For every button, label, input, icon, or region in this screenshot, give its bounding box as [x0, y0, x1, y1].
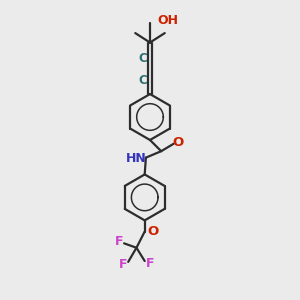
Text: C: C [139, 52, 148, 65]
Text: C: C [139, 74, 148, 87]
Text: OH: OH [158, 14, 178, 27]
Text: O: O [172, 136, 184, 149]
Text: O: O [147, 225, 159, 238]
Text: HN: HN [126, 152, 147, 165]
Text: F: F [119, 258, 127, 271]
Text: F: F [115, 236, 123, 248]
Text: F: F [146, 257, 154, 270]
